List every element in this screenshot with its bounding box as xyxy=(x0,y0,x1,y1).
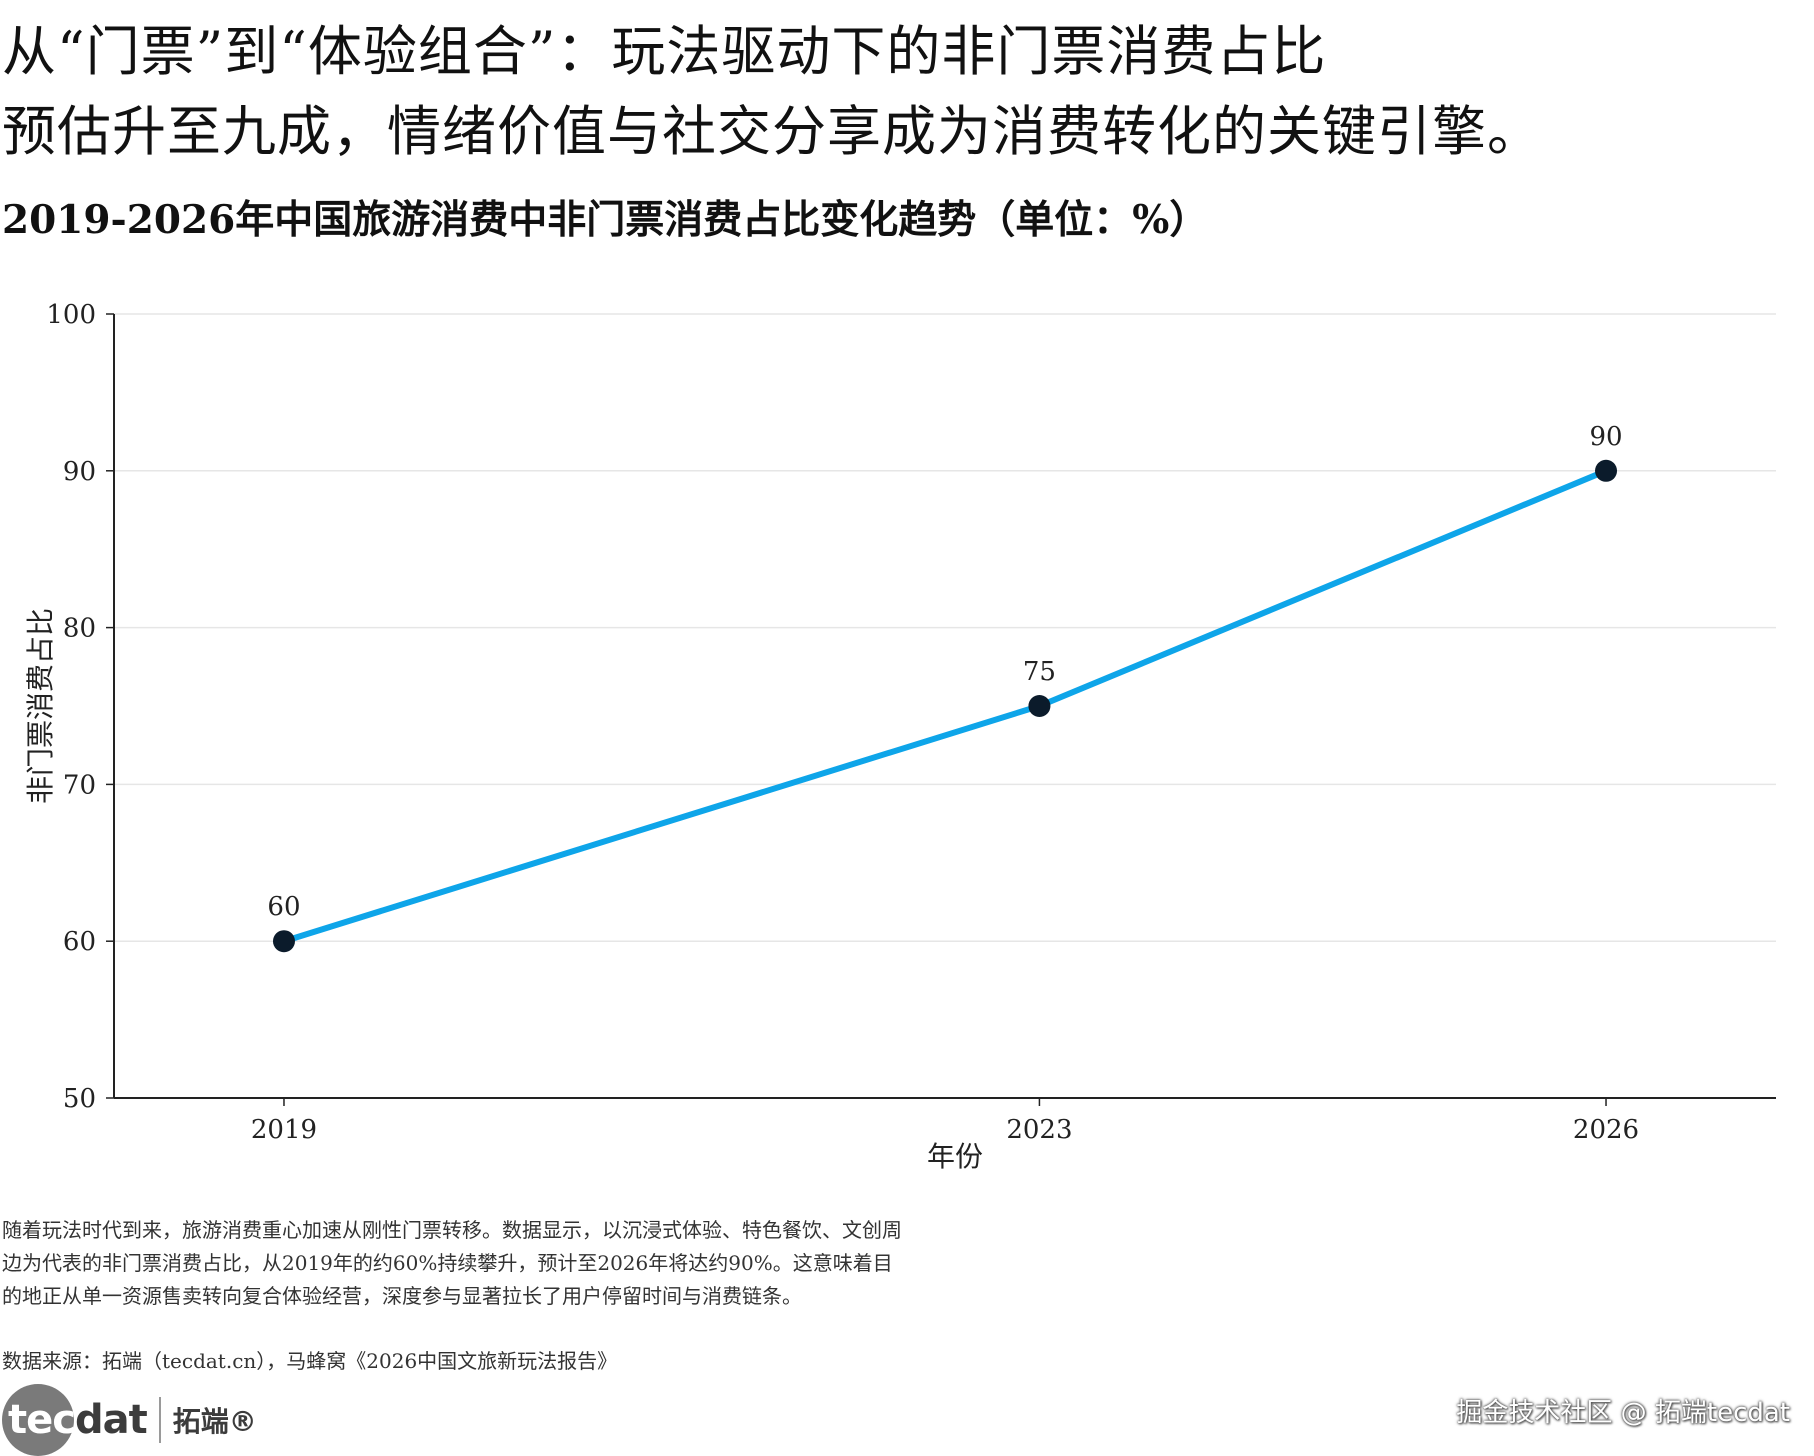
y-tick-label: 60 xyxy=(63,927,96,957)
logo-circle xyxy=(2,1384,74,1456)
x-axis-label: 年份 xyxy=(927,1140,983,1173)
data-label: 60 xyxy=(267,892,300,922)
data-source: 数据来源：拓端（tecdat.cn），马蜂窝《2026中国文旅新玩法报告》 xyxy=(2,1349,618,1373)
chart-subtitle: 2019-2026年中国旅游消费中非门票消费占比变化趋势（单位：%） xyxy=(2,197,1209,243)
series-line xyxy=(280,467,1610,945)
chart-note: 随着玩法时代到来，旅游消费重心加速从刚性门票转移。数据显示，以沉浸式体验、特色餐… xyxy=(2,1218,902,1308)
data-point-marker xyxy=(1028,695,1051,717)
logo-divider xyxy=(158,1397,161,1443)
data-label: 90 xyxy=(1589,422,1622,452)
y-tick-label: 80 xyxy=(63,614,96,644)
x-tick-label: 2019 xyxy=(251,1115,317,1145)
brand-logo: tecdat 拓端® xyxy=(2,1384,257,1456)
y-tick-label: 90 xyxy=(63,457,96,487)
data-point-marker xyxy=(272,930,295,953)
headline-line-2: 预估升至九成，情绪价值与社交分享成为消费转化的关键引擎。 xyxy=(2,100,1542,163)
logo-wordmark: tecdat xyxy=(2,1397,148,1443)
headline: 从“门票”到“体验组合”：玩法驱动下的非门票消费占比 预估升至九成，情绪价值与社… xyxy=(2,12,1782,172)
y-axis-label: 非门票消费占比 xyxy=(24,608,57,804)
logo-chinese-name: 拓端® xyxy=(172,1405,257,1438)
y-tick-label: 70 xyxy=(63,770,96,800)
data-label: 75 xyxy=(1023,657,1056,687)
y-tick-label: 100 xyxy=(46,300,96,330)
logo-word-part-2: dat xyxy=(74,1397,148,1443)
x-tick-label: 2026 xyxy=(1573,1115,1639,1145)
watermark: 掘金技术社区 @ 拓端tecdat xyxy=(1456,1398,1790,1428)
y-tick-label: 50 xyxy=(63,1084,96,1114)
data-point-marker xyxy=(1595,459,1618,482)
line-chart: 50 60 70 80 90 100 2019 2023 2026 年份 非门票消费占比 60 75 90 xyxy=(24,300,1776,1173)
logo-word-part-1: tec xyxy=(8,1397,76,1443)
x-tick-label: 2023 xyxy=(1006,1115,1072,1145)
headline-line-1: 从“门票”到“体验组合”：玩法驱动下的非门票消费占比 xyxy=(2,20,1327,83)
